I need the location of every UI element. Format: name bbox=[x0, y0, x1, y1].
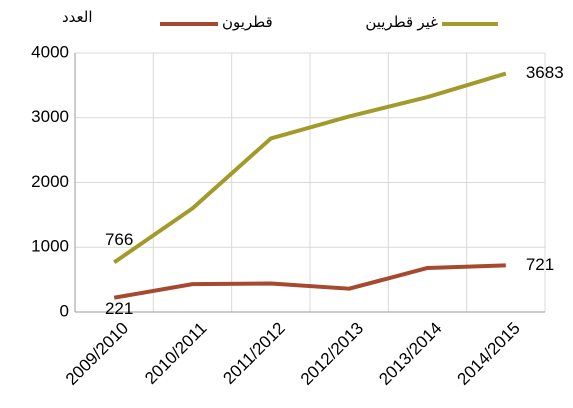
legend-label: غير قطريين bbox=[365, 14, 438, 31]
x-tick-label: 2010/2011 bbox=[141, 319, 210, 388]
x-tick-label: 2014/2015 bbox=[454, 319, 524, 389]
y-tick-label: 3000 bbox=[31, 107, 69, 126]
y-axis-label: العدد bbox=[62, 9, 93, 26]
data-label: 721 bbox=[526, 255, 554, 274]
y-tick-label: 2000 bbox=[31, 172, 69, 191]
x-tick-label: 2009/2010 bbox=[62, 319, 132, 389]
x-tick-label: 2012/2013 bbox=[297, 319, 367, 389]
data-label: 766 bbox=[105, 230, 133, 249]
y-tick-label: 1000 bbox=[31, 237, 69, 256]
data-label: 3683 bbox=[526, 63, 564, 82]
y-tick-label: 0 bbox=[60, 301, 69, 320]
data-label: 221 bbox=[105, 299, 133, 318]
series-line bbox=[113, 263, 506, 300]
x-tick-label: 2011/2012 bbox=[219, 319, 288, 388]
legend-label: قطريون bbox=[222, 14, 273, 31]
x-tick-label: 2013/2014 bbox=[375, 319, 445, 389]
series-line bbox=[113, 71, 507, 265]
y-tick-label: 4000 bbox=[31, 42, 69, 61]
